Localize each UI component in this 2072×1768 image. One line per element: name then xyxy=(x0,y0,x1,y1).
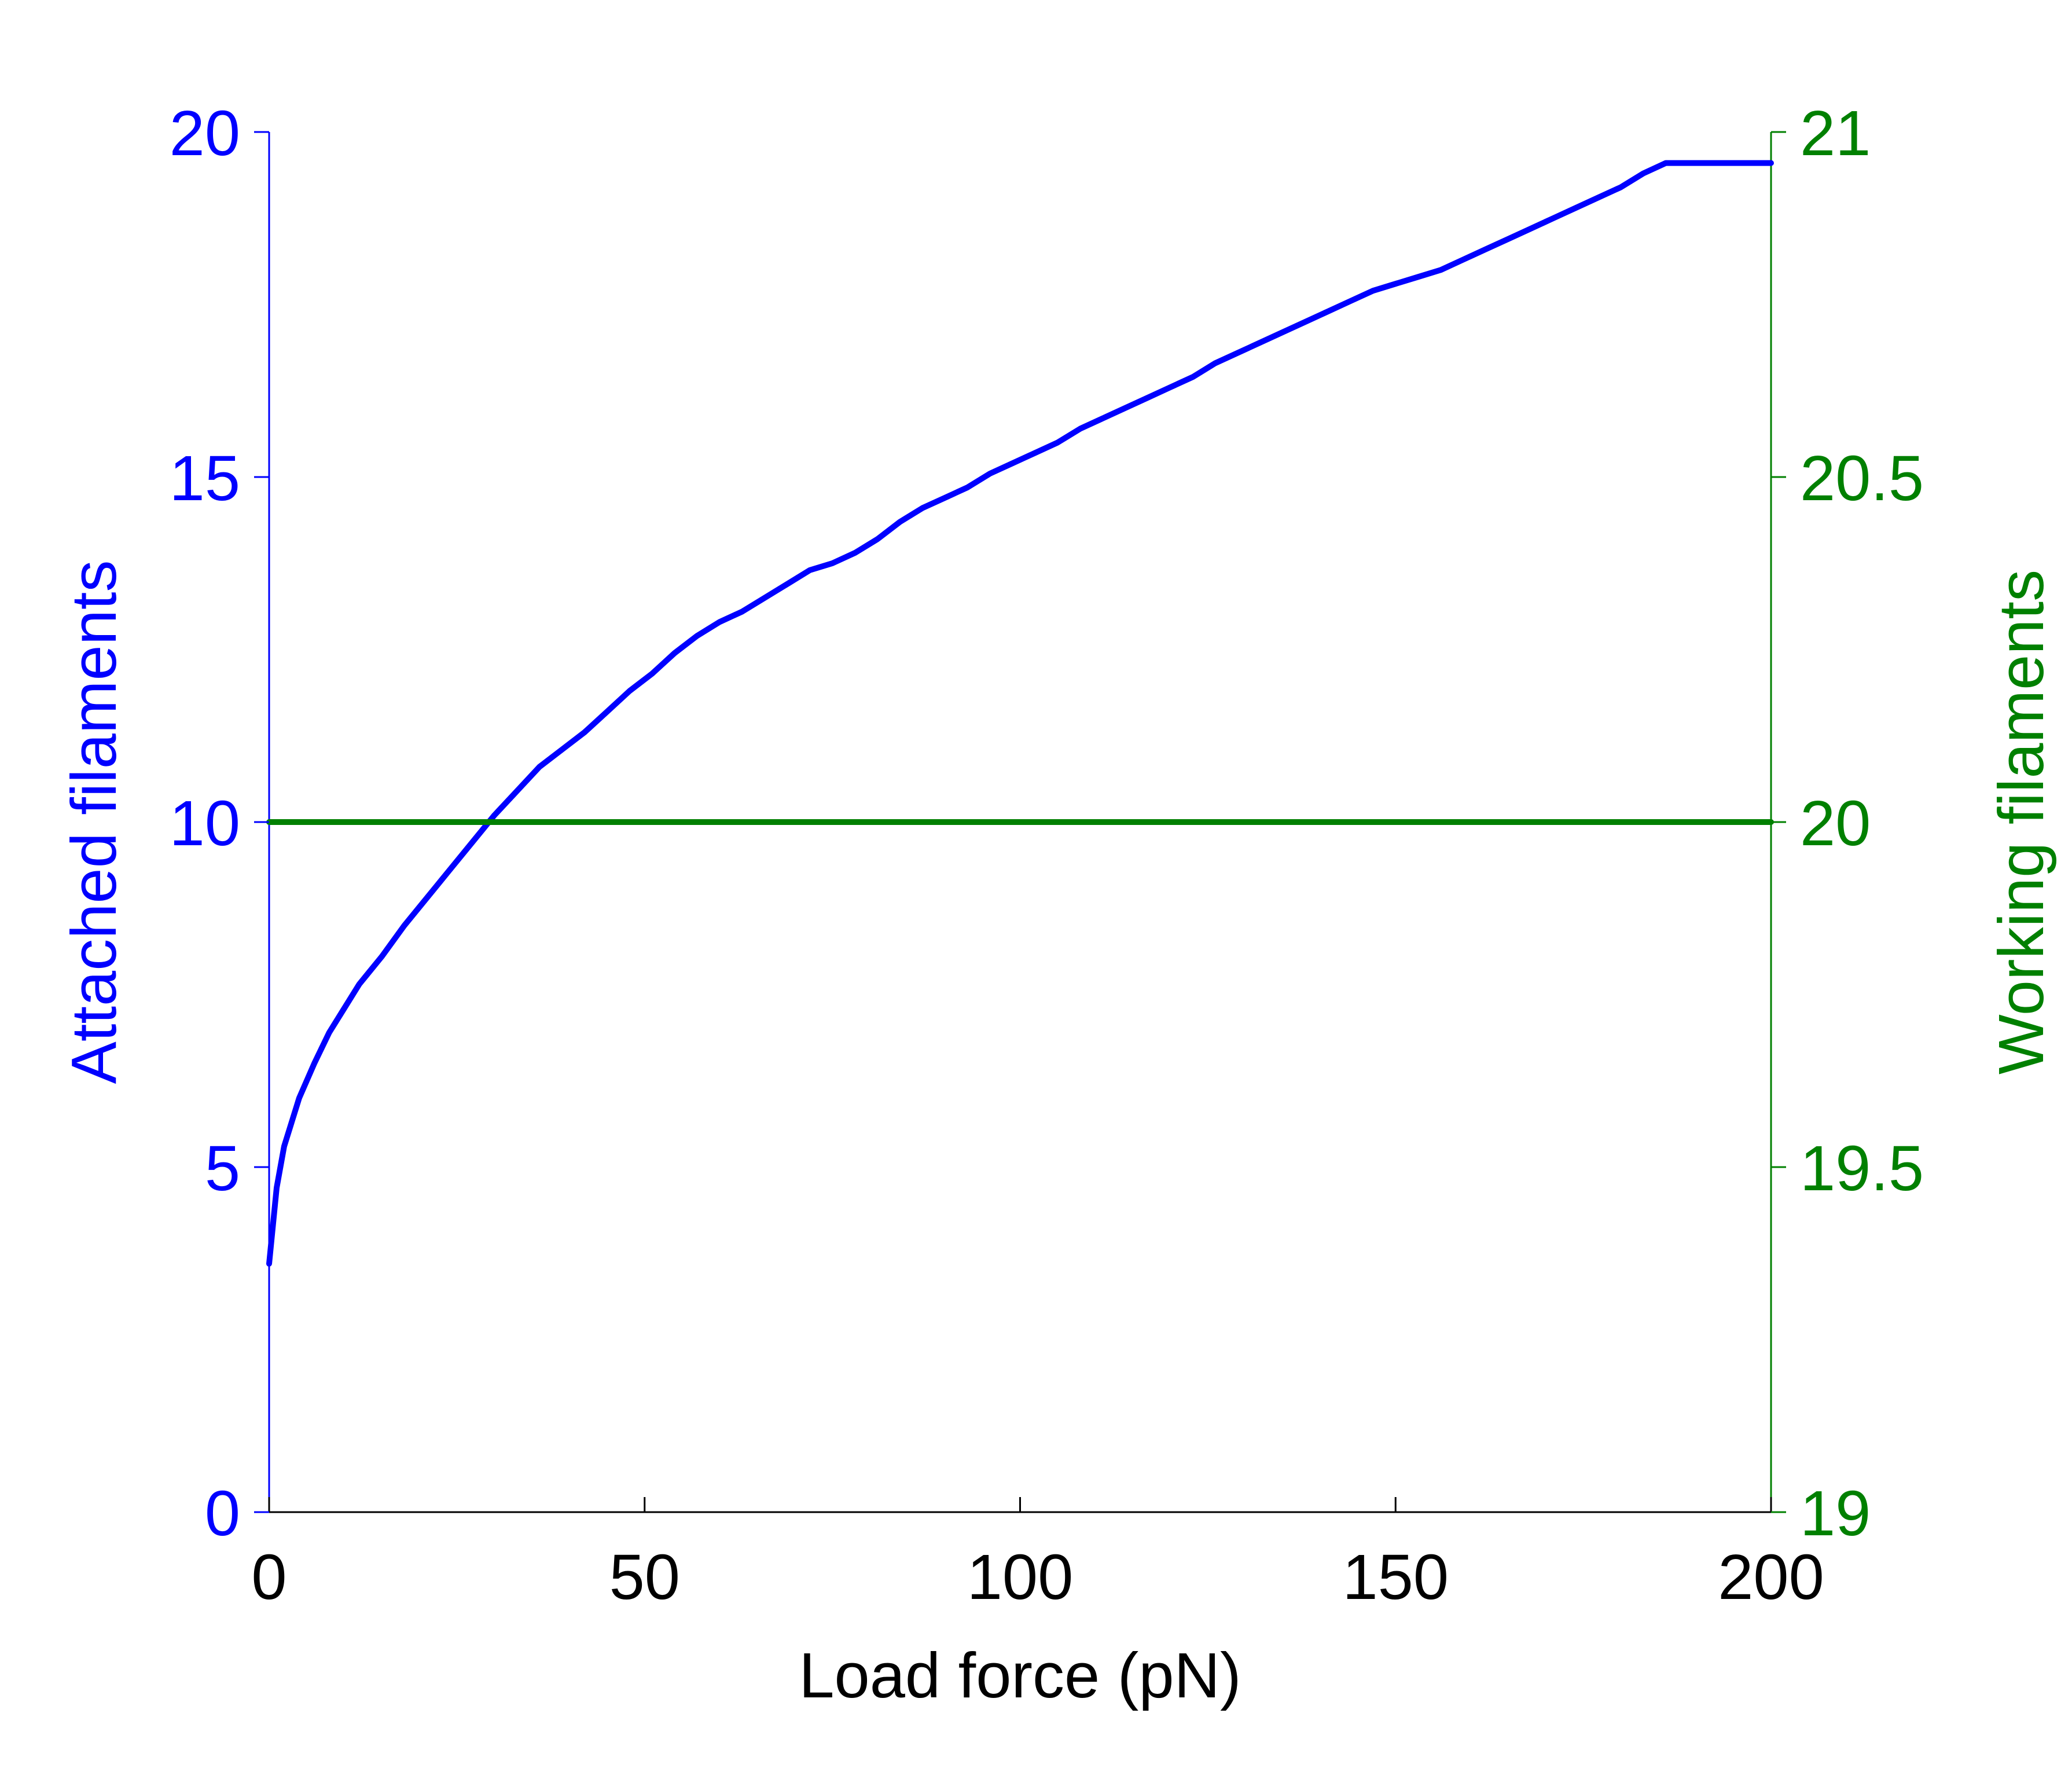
right-y-axis-title: Working filaments xyxy=(1986,570,2057,1074)
left-y-tick-label: 5 xyxy=(205,1133,240,1204)
right-y-tick-label: 19.5 xyxy=(1800,1133,1924,1204)
left-y-tick-label: 20 xyxy=(170,98,240,169)
right-y-tick-label: 20.5 xyxy=(1800,443,1924,514)
right-y-tick-label: 20 xyxy=(1800,788,1871,859)
left-y-tick-label: 0 xyxy=(205,1478,240,1549)
x-tick-label: 0 xyxy=(251,1542,286,1613)
right-y-tick-label: 21 xyxy=(1800,98,1871,169)
attached-filaments-line xyxy=(266,160,1774,1267)
x-tick-label: 50 xyxy=(609,1542,680,1613)
x-tick-label: 100 xyxy=(967,1542,1074,1613)
x-tick-label: 150 xyxy=(1342,1542,1449,1613)
x-axis-title: Load force (pN) xyxy=(799,1640,1241,1711)
ticks: 0 50 100 150 200 0 5 10 15 20 19 19.5 20 20.5 21 xyxy=(170,98,1924,1613)
left-y-tick-label: 15 xyxy=(170,443,240,514)
right-y-tick-label: 19 xyxy=(1800,1478,1871,1549)
series-layer xyxy=(266,160,1774,1267)
left-y-tick-label: 10 xyxy=(170,788,240,859)
left-y-axis-title: Attached filaments xyxy=(58,560,130,1084)
x-tick-label: 200 xyxy=(1718,1542,1824,1613)
